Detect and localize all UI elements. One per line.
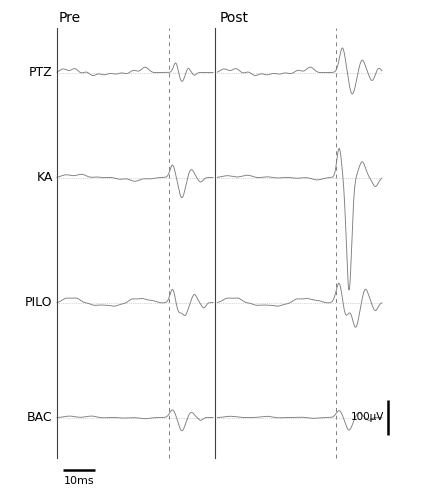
Text: Pre: Pre (59, 11, 81, 25)
Text: PTZ: PTZ (29, 66, 53, 79)
Text: PILO: PILO (25, 296, 53, 309)
Text: 100μV: 100μV (351, 412, 384, 422)
Text: 10ms: 10ms (64, 476, 94, 486)
Text: BAC: BAC (27, 411, 53, 424)
Text: KA: KA (36, 171, 53, 184)
Text: Post: Post (219, 11, 249, 25)
